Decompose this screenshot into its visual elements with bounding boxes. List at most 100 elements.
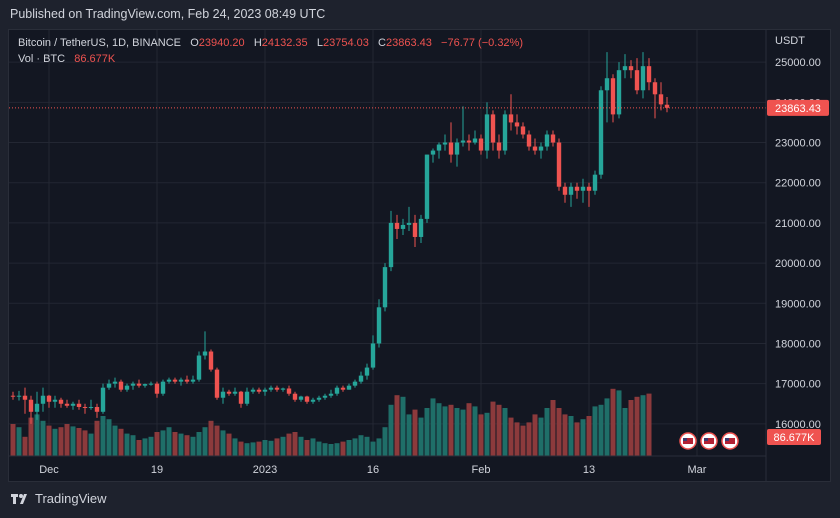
us-event-flag-icon-canton [683,438,687,441]
candle-body [382,267,388,308]
volume-bar [268,440,274,456]
candle-body [568,186,574,195]
candle-body [238,391,244,404]
y-tick-label: 16000.00 [775,419,821,431]
candle-body [526,134,532,147]
volume-bar [16,427,22,456]
candle-body [82,406,88,408]
volume-bar [502,408,508,456]
volume-bar [646,393,652,456]
volume-bar [238,441,244,456]
us-event-flag-icon-stripes [683,438,693,444]
candle-body [22,395,28,400]
volume-bar [412,409,418,456]
candle-body [340,387,346,390]
volume-bar [124,433,130,456]
candle-body [148,383,154,385]
tradingview-logo-icon [11,493,27,504]
us-event-flag-icon-stripes [725,438,735,444]
volume-bar [508,417,514,456]
volume-bar [190,436,196,456]
x-tick-label: 13 [583,464,595,476]
candle-body [502,114,508,151]
volume-bar [610,388,616,456]
last-volume-value: 86.677K [774,432,816,444]
candle-body [376,307,382,344]
volume-bar [628,400,634,456]
candle-body [616,70,622,115]
candle-body [658,94,664,105]
volume-bar [262,440,268,456]
volume-bar [640,395,646,456]
x-tick-label: 16 [367,464,379,476]
candle-body [484,114,490,151]
candle-body [664,104,670,108]
candle-body [358,375,364,382]
candle-body [628,66,634,71]
candle-body [472,138,478,143]
volume-bar [382,427,388,456]
candle-body [172,379,178,382]
y-tick-label: 25000.00 [775,57,821,69]
candle-body [442,142,448,145]
volume-bar [394,395,400,456]
candle-body [250,389,256,392]
x-tick-label: Mar [688,464,707,476]
volume-bar [184,435,190,456]
last-price-badge [767,99,829,116]
candle-body [220,391,226,398]
candle-body [40,395,46,404]
candle-body [118,381,124,390]
candle-body [610,78,616,115]
volume-bar [322,443,328,456]
candle-body [130,383,136,386]
volume-bar [460,409,466,456]
candle-body [604,78,610,91]
candle-body [370,343,376,368]
volume-bar [136,440,142,456]
candle-body [538,146,544,151]
candle-body [322,395,328,398]
candle-body [412,222,418,237]
volume-bar [202,427,208,456]
volume-bar [634,396,640,456]
candle-body [64,403,70,406]
volume-bar [244,443,250,456]
candle-body [598,90,604,175]
candle-body [544,134,550,147]
legend-close-value: 23863.43 [385,37,432,49]
candle-body [76,403,82,407]
volume-bar [466,403,472,456]
candle-body [466,140,472,143]
tradingview-footer[interactable]: TradingView [11,491,107,506]
legend-close-label: C [378,37,386,49]
candle-body [586,186,592,191]
candle-body [244,391,250,404]
volume-bar [274,438,280,456]
volume-bar [448,404,454,456]
volume-bar [142,438,148,456]
candle-body [166,379,172,382]
candle-body [298,396,304,400]
candle-body [622,66,628,71]
volume-bar [310,438,316,456]
candle-body [178,379,184,382]
candle-body [268,387,274,390]
y-tick-label: 22000.00 [775,178,821,190]
volume-bar [298,436,304,456]
candle-body [550,134,556,143]
volume-bar [454,408,460,456]
volume-bar [280,436,286,456]
volume-bar [70,426,76,456]
candle-body [196,355,202,380]
legend-volume-row: Vol · BTC 86.677K [18,51,523,67]
volume-bar [40,420,46,456]
candlestick-chart[interactable]: USDT25000.0024000.0023000.0022000.002100… [9,30,831,482]
candle-body [418,218,424,237]
volume-bar [388,404,394,456]
volume-bar [604,398,610,456]
volume-bar [424,408,430,456]
chart-frame[interactable]: Bitcoin / TetherUS, 1D, BINANCE O23940.2… [8,29,831,482]
volume-bar [484,412,490,456]
x-tick-label: Feb [472,464,491,476]
